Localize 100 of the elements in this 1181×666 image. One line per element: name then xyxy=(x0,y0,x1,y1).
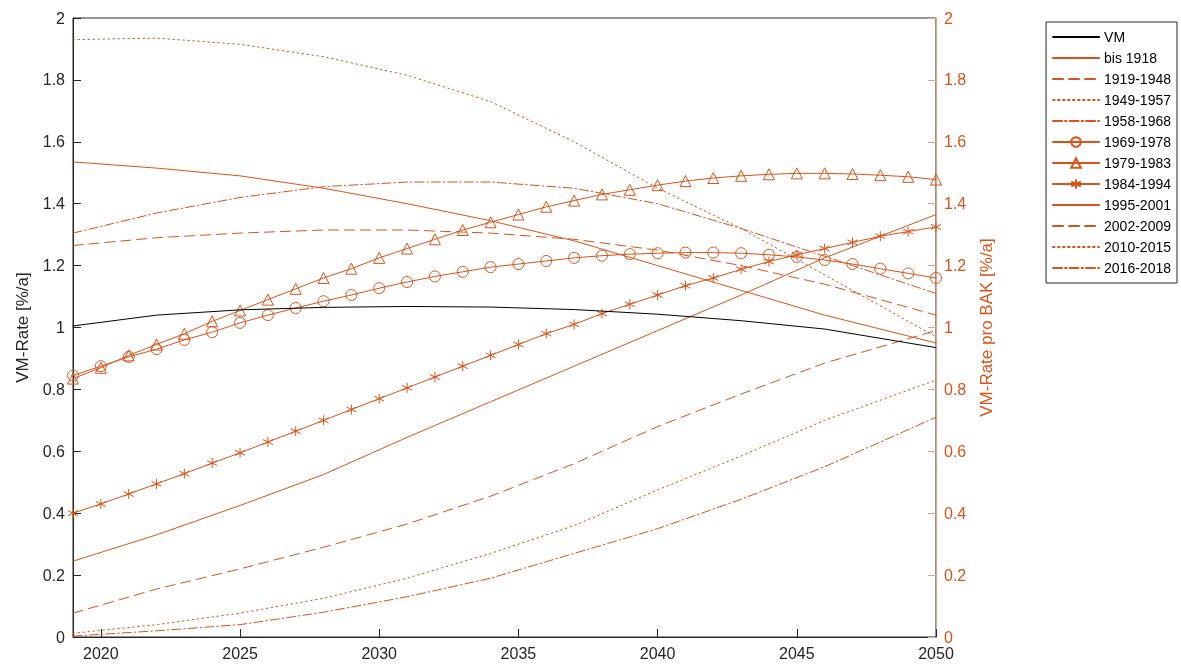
y-tick-label: 1.6 xyxy=(42,133,66,151)
point xyxy=(623,183,636,196)
x-tick-label: 2025 xyxy=(222,644,258,662)
point xyxy=(930,173,942,186)
point xyxy=(846,236,858,248)
point xyxy=(95,498,107,510)
y-tick-label: 1.4 xyxy=(42,195,66,213)
point xyxy=(595,249,608,262)
point xyxy=(485,349,497,361)
point xyxy=(930,221,942,233)
legend-label: 1995-2001 xyxy=(1104,197,1172,213)
point xyxy=(902,226,914,238)
point xyxy=(735,263,747,275)
legend-label: 1949-1957 xyxy=(1104,92,1172,108)
point xyxy=(512,258,525,271)
point xyxy=(735,169,748,182)
point xyxy=(178,468,190,480)
point xyxy=(289,302,302,314)
y2-tick-label: 0 xyxy=(944,628,953,646)
point xyxy=(651,179,664,192)
legend-label: 1919-1948 xyxy=(1104,71,1172,87)
point xyxy=(457,360,469,372)
point xyxy=(874,262,887,275)
y2-tick-label: 1.8 xyxy=(944,71,967,89)
point xyxy=(261,309,274,322)
point xyxy=(540,328,552,340)
point xyxy=(428,270,441,283)
point xyxy=(819,243,831,255)
y2-tick-label: 0.6 xyxy=(944,442,967,460)
point xyxy=(568,251,581,264)
point xyxy=(262,436,274,448)
point xyxy=(317,271,330,284)
x-tick-label: 2045 xyxy=(779,644,815,662)
point xyxy=(484,261,497,274)
point xyxy=(707,246,720,259)
y-tick-label: 0.8 xyxy=(42,380,66,398)
y2-tick-label: 0.2 xyxy=(944,566,967,584)
x-tick-label: 2040 xyxy=(639,644,676,662)
point xyxy=(428,233,441,246)
point xyxy=(651,247,664,260)
legend-label: 2016-2018 xyxy=(1104,260,1172,276)
point xyxy=(401,276,414,288)
point xyxy=(930,271,942,284)
point xyxy=(568,194,581,207)
legend-label: 2002-2009 xyxy=(1104,218,1172,234)
point xyxy=(289,282,302,295)
x-tick-label: 2030 xyxy=(361,644,398,662)
point xyxy=(790,167,803,180)
point xyxy=(456,265,469,278)
point xyxy=(540,200,553,213)
point xyxy=(206,315,219,328)
point xyxy=(401,382,413,394)
y2-tick-label: 2 xyxy=(944,9,953,27)
point xyxy=(317,295,330,308)
y-axis-title: VM-Rate [%/a] xyxy=(13,272,32,383)
point xyxy=(595,188,608,201)
y2-tick-label: 1.6 xyxy=(944,133,967,151)
point xyxy=(429,371,441,383)
point xyxy=(290,425,302,437)
point xyxy=(707,272,719,284)
legend-label: 1958-1968 xyxy=(1104,113,1172,129)
point xyxy=(596,308,608,320)
point xyxy=(373,393,385,405)
legend-label: 2010-2015 xyxy=(1104,239,1172,255)
point xyxy=(234,316,247,329)
point xyxy=(345,404,357,416)
y2-tick-label: 1 xyxy=(944,319,953,336)
point xyxy=(318,414,330,426)
point xyxy=(818,167,831,180)
point xyxy=(679,246,692,259)
y-tick-label: 0.6 xyxy=(42,442,66,460)
point xyxy=(735,247,748,260)
point xyxy=(261,293,274,306)
point xyxy=(151,478,163,490)
point xyxy=(762,168,775,181)
point xyxy=(178,327,191,340)
legend-label: 1969-1978 xyxy=(1104,134,1172,150)
y-tick-label: 0.2 xyxy=(42,566,66,584)
y2-axis-title: VM-Rate pro BAK [%/a] xyxy=(977,238,996,417)
point xyxy=(456,224,469,237)
y2-tick-label: 0.4 xyxy=(944,504,967,522)
x-tick-label: 2020 xyxy=(83,644,119,662)
point xyxy=(67,507,79,519)
legend-label: 1984-1994 xyxy=(1104,176,1172,192)
x-tick-label: 2050 xyxy=(918,644,954,662)
point xyxy=(150,343,163,356)
point xyxy=(512,339,524,351)
y-tick-label: 2 xyxy=(56,9,66,27)
y2-tick-label: 0.8 xyxy=(944,380,967,398)
point xyxy=(568,318,580,330)
legend-label: bis 1918 xyxy=(1104,50,1158,66)
point xyxy=(123,488,135,500)
point xyxy=(679,280,691,292)
point xyxy=(623,248,636,261)
point xyxy=(345,289,358,301)
point xyxy=(540,254,553,267)
point xyxy=(846,258,859,271)
point xyxy=(846,167,859,180)
y-tick-label: 0 xyxy=(56,628,66,646)
point xyxy=(373,251,386,264)
